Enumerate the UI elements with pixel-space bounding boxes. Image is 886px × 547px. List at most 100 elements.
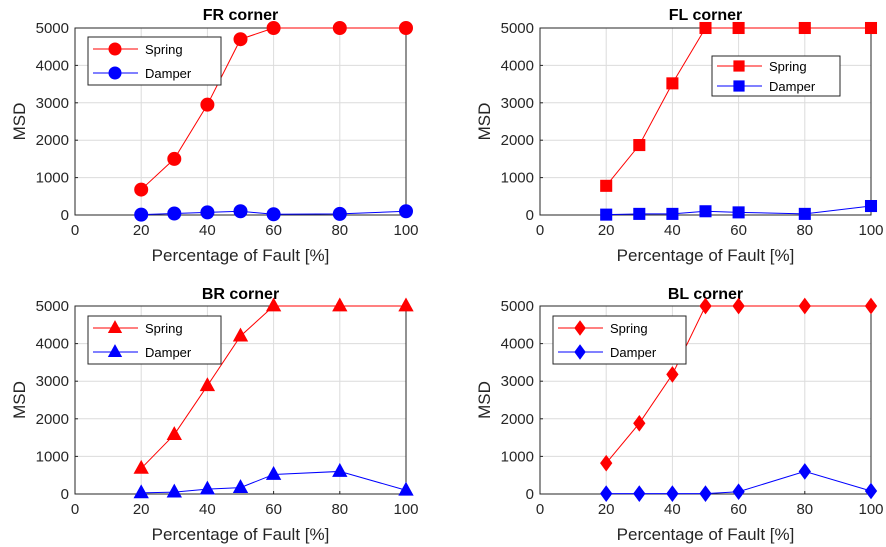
data-point-damper	[666, 207, 679, 220]
data-point-damper	[864, 199, 878, 213]
data-point-damper	[200, 205, 215, 220]
x-tick-label: 0	[536, 222, 544, 239]
y-tick-label: 4000	[501, 57, 534, 74]
x-tick-label: 20	[133, 222, 150, 239]
y-tick-label: 2000	[36, 132, 69, 149]
subplot-3: 0 20 40 60 80 100010002000300040005000Percent…	[10, 286, 419, 544]
legend-label-spring: Spring	[145, 42, 183, 57]
x-tick-label: 40	[664, 222, 681, 239]
y-tick-label: 3000	[36, 95, 69, 112]
data-point-spring	[134, 182, 149, 197]
x-tick-label: 60	[265, 222, 282, 239]
y-tick-label: 1000	[501, 448, 534, 465]
legend-marker-damper	[107, 344, 123, 357]
data-point-spring	[798, 297, 811, 315]
y-tick-label: 0	[526, 486, 534, 503]
legend-label-spring: Spring	[610, 321, 648, 336]
data-point-spring	[732, 297, 745, 315]
data-point-spring	[864, 297, 878, 315]
x-tick-label: 60	[730, 501, 747, 518]
data-point-damper	[167, 206, 182, 221]
y-tick-label: 4000	[36, 336, 69, 353]
data-point-spring	[133, 459, 149, 474]
data-point-damper	[633, 485, 646, 502]
data-point-damper	[600, 208, 613, 221]
x-tick-label: 0	[536, 501, 544, 518]
y-axis-label: MSD	[10, 103, 29, 141]
data-point-spring	[167, 151, 182, 166]
series-damper	[133, 462, 414, 499]
data-point-damper	[266, 207, 281, 222]
legend: Spring Damper	[552, 315, 687, 365]
x-tick-label: 60	[730, 222, 747, 239]
data-point-spring	[633, 414, 646, 432]
data-point-damper	[398, 481, 414, 496]
legend-marker-spring	[574, 320, 586, 336]
axes-box	[74, 305, 407, 495]
x-tick-label: 20	[598, 501, 615, 518]
data-point-spring	[332, 297, 348, 312]
data-point-damper	[699, 205, 712, 218]
data-point-damper	[600, 485, 613, 502]
data-point-damper	[732, 483, 745, 501]
data-point-spring	[600, 179, 613, 192]
x-tick-label: 40	[664, 501, 681, 518]
x-tick-label: 100	[393, 222, 418, 239]
x-tick-label: 0	[71, 501, 79, 518]
y-tick-label: 1000	[36, 170, 69, 187]
data-point-spring	[633, 139, 646, 152]
data-point-damper	[133, 484, 149, 499]
y-axis-label: MSD	[475, 103, 494, 141]
x-tick-label: 60	[265, 501, 282, 518]
data-point-damper	[166, 483, 182, 498]
legend-marker-damper	[108, 66, 122, 80]
y-axis-label: MSD	[475, 381, 494, 419]
data-point-spring	[798, 21, 811, 35]
data-point-damper	[732, 206, 745, 219]
subplot-2: 0 20 40 60 80 100010002000300040005000Percent…	[475, 7, 884, 265]
y-tick-label: 5000	[501, 20, 534, 37]
data-point-damper	[233, 204, 248, 219]
legend-marker-damper	[733, 80, 745, 92]
y-axis-label: MSD	[10, 381, 29, 419]
x-axis-label: Percentage of Fault [%]	[152, 246, 330, 265]
x-tick-label: 100	[858, 501, 883, 518]
series-damper	[600, 463, 878, 502]
subplot-4: 0 20 40 60 80 100010002000300040005000Percent…	[475, 286, 884, 544]
legend: Spring Damper	[87, 36, 222, 86]
legend-marker-damper	[574, 344, 586, 360]
series-damper	[600, 199, 878, 221]
x-tick-label: 80	[331, 501, 348, 518]
series-spring	[600, 297, 878, 472]
y-tick-label: 2000	[501, 132, 534, 149]
series-damper	[134, 204, 413, 222]
data-point-damper	[699, 485, 712, 502]
x-axis-label: Percentage of Fault [%]	[617, 246, 795, 265]
y-tick-label: 3000	[501, 95, 534, 112]
series-spring	[600, 21, 878, 192]
data-point-damper	[232, 479, 249, 493]
y-tick-label: 5000	[36, 20, 69, 37]
data-point-damper	[798, 463, 811, 480]
chart-title: FR corner	[203, 7, 279, 24]
x-axis-label: Percentage of Fault [%]	[152, 525, 330, 544]
y-tick-label: 4000	[501, 336, 534, 353]
data-point-damper	[633, 207, 646, 220]
data-point-damper	[134, 207, 149, 222]
data-point-damper	[332, 206, 347, 221]
legend-label-damper: Damper	[769, 79, 816, 94]
data-point-damper	[199, 480, 216, 495]
y-tick-label: 1000	[501, 170, 534, 187]
legend-marker-spring	[108, 42, 122, 56]
data-point-spring	[699, 297, 712, 315]
legend-label-spring: Spring	[769, 59, 807, 74]
chart-title: BR corner	[202, 286, 279, 303]
x-tick-label: 0	[71, 222, 79, 239]
legend-label-spring: Spring	[145, 321, 183, 336]
data-point-spring	[600, 454, 613, 472]
data-point-spring	[732, 21, 745, 35]
data-point-damper	[332, 462, 348, 477]
y-tick-label: 2000	[501, 411, 534, 428]
x-tick-label: 20	[133, 501, 150, 518]
data-point-spring	[233, 32, 248, 47]
